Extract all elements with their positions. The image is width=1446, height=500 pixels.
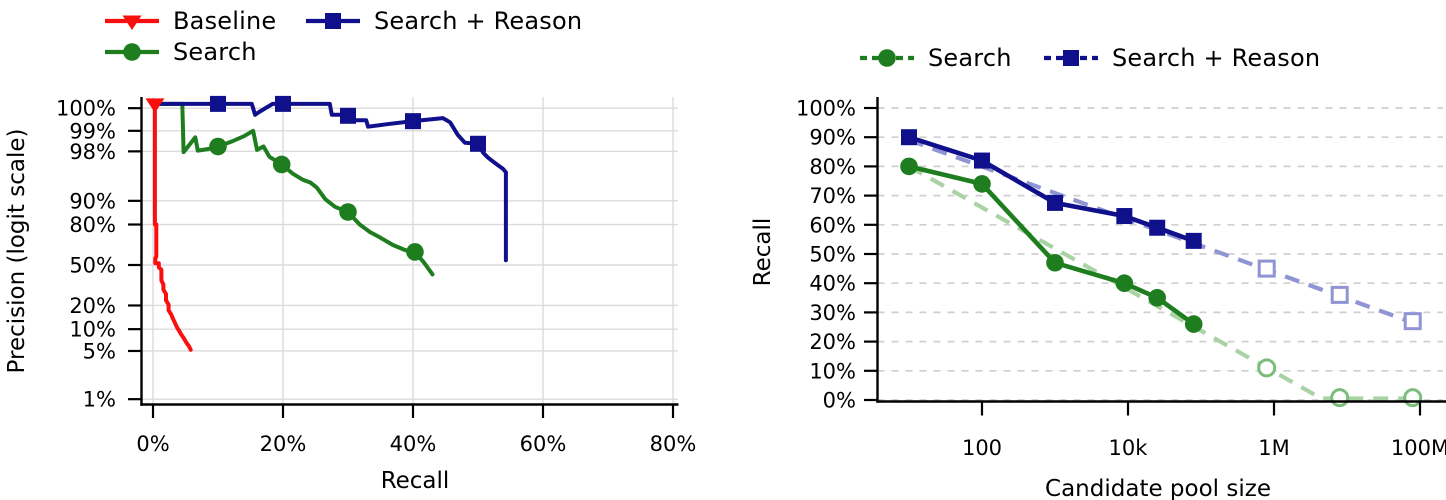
svg-text:5%: 5%	[83, 339, 116, 363]
legend-item-search: Search	[104, 37, 257, 67]
svg-text:100: 100	[962, 436, 1002, 460]
svg-text:0%: 0%	[823, 389, 856, 413]
svg-text:100%: 100%	[56, 97, 116, 121]
open-markers-search-reason	[1257, 259, 1422, 331]
svg-text:70%: 70%	[809, 184, 856, 208]
precision-recall-chart: 100%99%98%90%80%50%20%10%5%1%0% 20% 40% 60%…	[4, 95, 696, 494]
legend-item-search-right: Search	[859, 43, 1012, 73]
legend-label-search-reason-right: Search + Reason	[1112, 44, 1321, 72]
svg-text:80%: 80%	[69, 213, 116, 237]
left-xlabel: Recall	[381, 468, 450, 494]
fit-line	[907, 164, 1413, 401]
svg-text:1%: 1%	[83, 388, 116, 412]
fit-line	[908, 138, 1414, 325]
series-search-reason	[152, 95, 508, 263]
svg-text:40%: 40%	[390, 432, 437, 456]
series-baseline	[145, 98, 193, 352]
legend-item-search-reason: Search + Reason	[305, 6, 582, 36]
svg-text:98%: 98%	[69, 140, 116, 164]
svg-text:10k: 10k	[1109, 436, 1149, 460]
series-search-reason	[901, 129, 1202, 249]
search-reason-legend-marker-icon	[1044, 50, 1098, 66]
svg-text:100%: 100%	[796, 97, 856, 121]
svg-text:60%: 60%	[520, 432, 567, 456]
svg-text:90%: 90%	[69, 189, 116, 213]
search-legend-marker-icon	[105, 43, 159, 61]
recall-vs-pool-chart: 100% 90% 80% 70% 60% 50% 40% 30% 20% 10% 0% 100 10k 1…	[750, 97, 1446, 500]
svg-text:20%: 20%	[69, 294, 116, 318]
right-xlabel: Candidate pool size	[1045, 476, 1271, 500]
right-axes: 100% 90% 80% 70% 60% 50% 40% 30% 20% 10% 0% 100 10k 1…	[750, 97, 1446, 500]
baseline-legend-marker-icon	[105, 15, 159, 30]
svg-text:80%: 80%	[809, 155, 856, 179]
search-legend-marker-icon	[860, 49, 914, 67]
svg-text:80%: 80%	[650, 432, 697, 456]
series-search	[900, 157, 1203, 333]
series-search	[152, 101, 435, 277]
svg-text:99%: 99%	[69, 119, 116, 143]
svg-text:50%: 50%	[809, 243, 856, 267]
svg-text:60%: 60%	[809, 213, 856, 237]
legend-label-search: Search	[173, 38, 257, 66]
right-gridlines	[877, 107, 1443, 401]
left-ylabel: Precision (logit scale)	[4, 129, 30, 374]
svg-text:100M: 100M	[1391, 436, 1446, 460]
legend-item-baseline: Baseline	[104, 6, 276, 36]
svg-text:50%: 50%	[69, 254, 116, 278]
svg-text:1M: 1M	[1258, 436, 1289, 460]
left-axes: 100%99%98%90%80%50%20%10%5%1%0% 20% 40% 60%…	[4, 97, 696, 494]
legend-label-search-reason: Search + Reason	[374, 7, 583, 35]
search-reason-legend-marker-icon	[306, 13, 360, 29]
open-markers-search	[1257, 358, 1423, 408]
svg-text:0%: 0%	[136, 432, 169, 456]
svg-text:30%: 30%	[809, 301, 856, 325]
svg-text:20%: 20%	[809, 330, 856, 354]
svg-text:10%: 10%	[69, 318, 116, 342]
svg-text:90%: 90%	[809, 126, 856, 150]
svg-text:40%: 40%	[809, 272, 856, 296]
svg-text:10%: 10%	[809, 359, 856, 383]
legend-label-search-right: Search	[928, 44, 1012, 72]
legend-label-baseline: Baseline	[173, 7, 277, 35]
right-ylabel: Recall	[750, 218, 776, 287]
svg-text:20%: 20%	[260, 432, 307, 456]
legend-item-search-reason-right: Search + Reason	[1043, 43, 1320, 73]
